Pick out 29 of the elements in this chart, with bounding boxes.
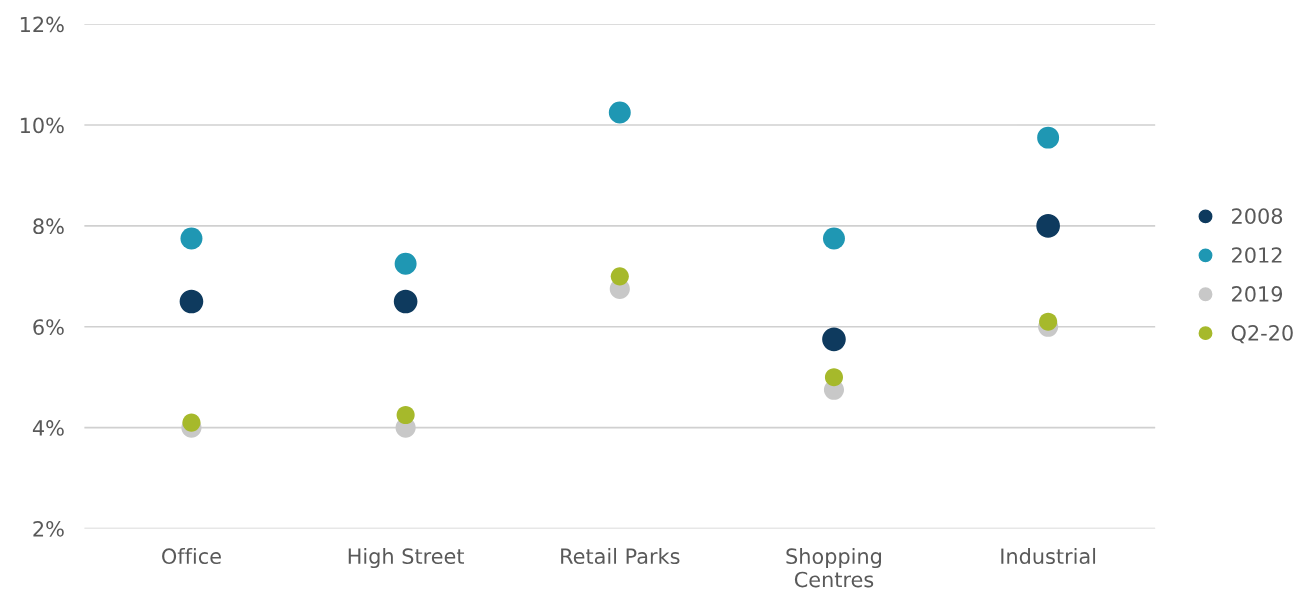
legend-label: 2012 [1232, 247, 1282, 263]
x-tick-label: Retail Parks [561, 547, 680, 565]
y-tick-label: 12% [20, 16, 64, 33]
y-tick-label: 4% [32, 420, 64, 436]
point [393, 289, 418, 314]
y-tick-label: 6% [33, 319, 64, 335]
point [608, 101, 631, 124]
point [1039, 312, 1058, 331]
point [179, 289, 204, 314]
y-tick-label: 8% [33, 218, 64, 235]
y-tick-label: 2% [33, 520, 64, 537]
x-tick-label: High Street [348, 547, 465, 569]
point [822, 327, 846, 352]
point [610, 267, 629, 286]
point [1037, 126, 1060, 149]
point [822, 227, 845, 250]
legend-label: 2008 [1232, 208, 1283, 225]
point [824, 368, 844, 387]
point [182, 413, 201, 432]
point [1036, 214, 1060, 238]
x-tick-label: Shopping Centres [786, 547, 881, 588]
legend-label: Q2-20 [1231, 324, 1293, 344]
legend-label: 2019 [1232, 286, 1283, 302]
x-tick-label: Industrial [1001, 547, 1096, 565]
y-tick-label: 10% [20, 117, 64, 134]
point [180, 227, 203, 250]
point [396, 405, 415, 425]
point [394, 252, 417, 275]
x-tick-label: Office [162, 547, 221, 565]
